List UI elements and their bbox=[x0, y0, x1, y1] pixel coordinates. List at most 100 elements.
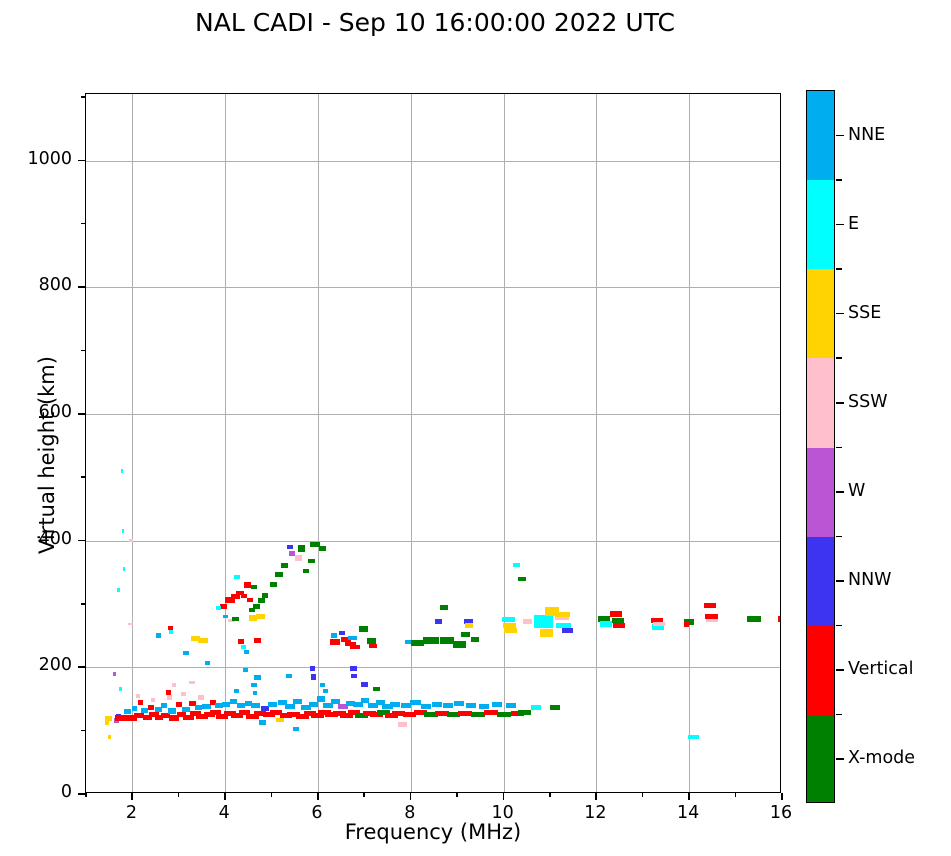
data-mark bbox=[375, 699, 385, 705]
data-mark bbox=[424, 712, 439, 718]
data-mark bbox=[240, 593, 247, 598]
colorbar-tick bbox=[836, 669, 844, 671]
data-mark bbox=[703, 602, 716, 608]
data-mark bbox=[280, 712, 293, 718]
data-mark bbox=[382, 704, 393, 710]
data-mark bbox=[323, 702, 334, 708]
gridline-vertical bbox=[689, 94, 691, 792]
data-mark bbox=[292, 726, 299, 731]
data-mark bbox=[126, 715, 137, 721]
data-mark bbox=[345, 700, 356, 706]
y-axis-tick-label: 1000 bbox=[27, 148, 72, 169]
data-mark bbox=[248, 608, 256, 613]
x-axis-tick-label: 14 bbox=[677, 803, 700, 823]
data-mark bbox=[350, 645, 360, 649]
x-axis-tick-label: 12 bbox=[584, 803, 607, 823]
x-axis-tick-label: 16 bbox=[769, 803, 793, 823]
data-mark bbox=[267, 701, 278, 707]
data-mark bbox=[331, 698, 340, 705]
data-mark bbox=[236, 703, 246, 709]
data-mark bbox=[302, 568, 310, 574]
colorbar-boundary-tick bbox=[836, 446, 842, 449]
data-mark bbox=[368, 643, 377, 648]
data-mark bbox=[318, 710, 331, 716]
data-mark bbox=[191, 636, 200, 642]
colorbar-segment-vertical bbox=[807, 625, 834, 716]
colorbar-segment-nnw bbox=[807, 536, 834, 627]
y-axis-tick bbox=[78, 159, 85, 162]
data-mark bbox=[230, 698, 237, 705]
data-mark bbox=[297, 544, 305, 552]
gridline-vertical bbox=[596, 94, 598, 792]
colorbar-boundary-tick bbox=[836, 624, 842, 627]
colorbar-label-x-mode: X-mode bbox=[848, 748, 916, 769]
x-axis-tick bbox=[317, 793, 319, 800]
colorbar-segment-ssw bbox=[807, 358, 834, 448]
gridline-horizontal bbox=[86, 667, 780, 669]
data-mark bbox=[241, 645, 247, 649]
plot-area bbox=[85, 93, 781, 793]
data-mark bbox=[470, 712, 485, 718]
data-mark bbox=[384, 712, 398, 718]
data-mark bbox=[259, 720, 266, 725]
data-mark bbox=[369, 712, 383, 718]
x-axis-tick bbox=[781, 793, 783, 800]
data-mark bbox=[288, 551, 296, 557]
data-mark bbox=[392, 711, 406, 717]
data-mark bbox=[161, 702, 167, 708]
data-mark bbox=[253, 674, 262, 681]
data-mark bbox=[453, 641, 467, 648]
x-axis-tick bbox=[224, 793, 226, 800]
data-mark bbox=[245, 713, 259, 719]
data-mark bbox=[350, 666, 357, 671]
data-mark bbox=[466, 702, 477, 708]
data-mark bbox=[555, 615, 569, 621]
data-mark bbox=[373, 686, 380, 691]
data-mark bbox=[209, 700, 217, 706]
data-mark bbox=[339, 630, 345, 636]
data-mark bbox=[404, 639, 412, 645]
data-mark bbox=[512, 562, 521, 567]
data-mark bbox=[706, 618, 719, 623]
colorbar-segment-x-mode bbox=[807, 714, 834, 802]
data-mark bbox=[155, 633, 162, 638]
data-mark bbox=[442, 703, 454, 709]
x-axis-tick bbox=[409, 793, 412, 800]
data-mark bbox=[435, 711, 450, 717]
colorbar-segment-sse bbox=[807, 269, 834, 359]
data-mark bbox=[496, 711, 511, 717]
data-mark bbox=[310, 673, 317, 680]
data-mark bbox=[122, 567, 126, 571]
colorbar-segment-w bbox=[807, 447, 834, 538]
data-mark bbox=[243, 667, 248, 672]
data-mark bbox=[301, 704, 311, 710]
data-mark bbox=[303, 711, 316, 717]
data-mark bbox=[319, 545, 326, 551]
data-mark bbox=[143, 714, 153, 720]
colorbar-label-w: W bbox=[848, 481, 866, 502]
data-mark bbox=[175, 702, 183, 708]
data-mark bbox=[518, 710, 532, 716]
data-mark bbox=[244, 700, 253, 706]
data-mark bbox=[434, 619, 443, 624]
data-mark bbox=[340, 636, 351, 642]
data-mark bbox=[176, 711, 187, 717]
data-mark bbox=[325, 712, 339, 718]
data-mark bbox=[286, 674, 292, 679]
data-mark bbox=[410, 640, 424, 647]
data-mark bbox=[117, 588, 120, 592]
data-mark bbox=[479, 704, 490, 710]
data-mark bbox=[210, 710, 222, 716]
data-mark bbox=[115, 715, 130, 721]
data-mark bbox=[309, 666, 316, 671]
data-mark bbox=[222, 615, 228, 619]
data-mark bbox=[141, 707, 148, 713]
x-axis-tick-label: 8 bbox=[404, 803, 416, 823]
y-axis-minor-tick bbox=[81, 602, 85, 605]
colorbar-label-vertical: Vertical bbox=[848, 659, 914, 680]
data-mark bbox=[251, 584, 257, 589]
colorbar-label-e: E bbox=[848, 213, 860, 234]
data-mark bbox=[251, 702, 261, 708]
data-mark bbox=[203, 712, 215, 718]
